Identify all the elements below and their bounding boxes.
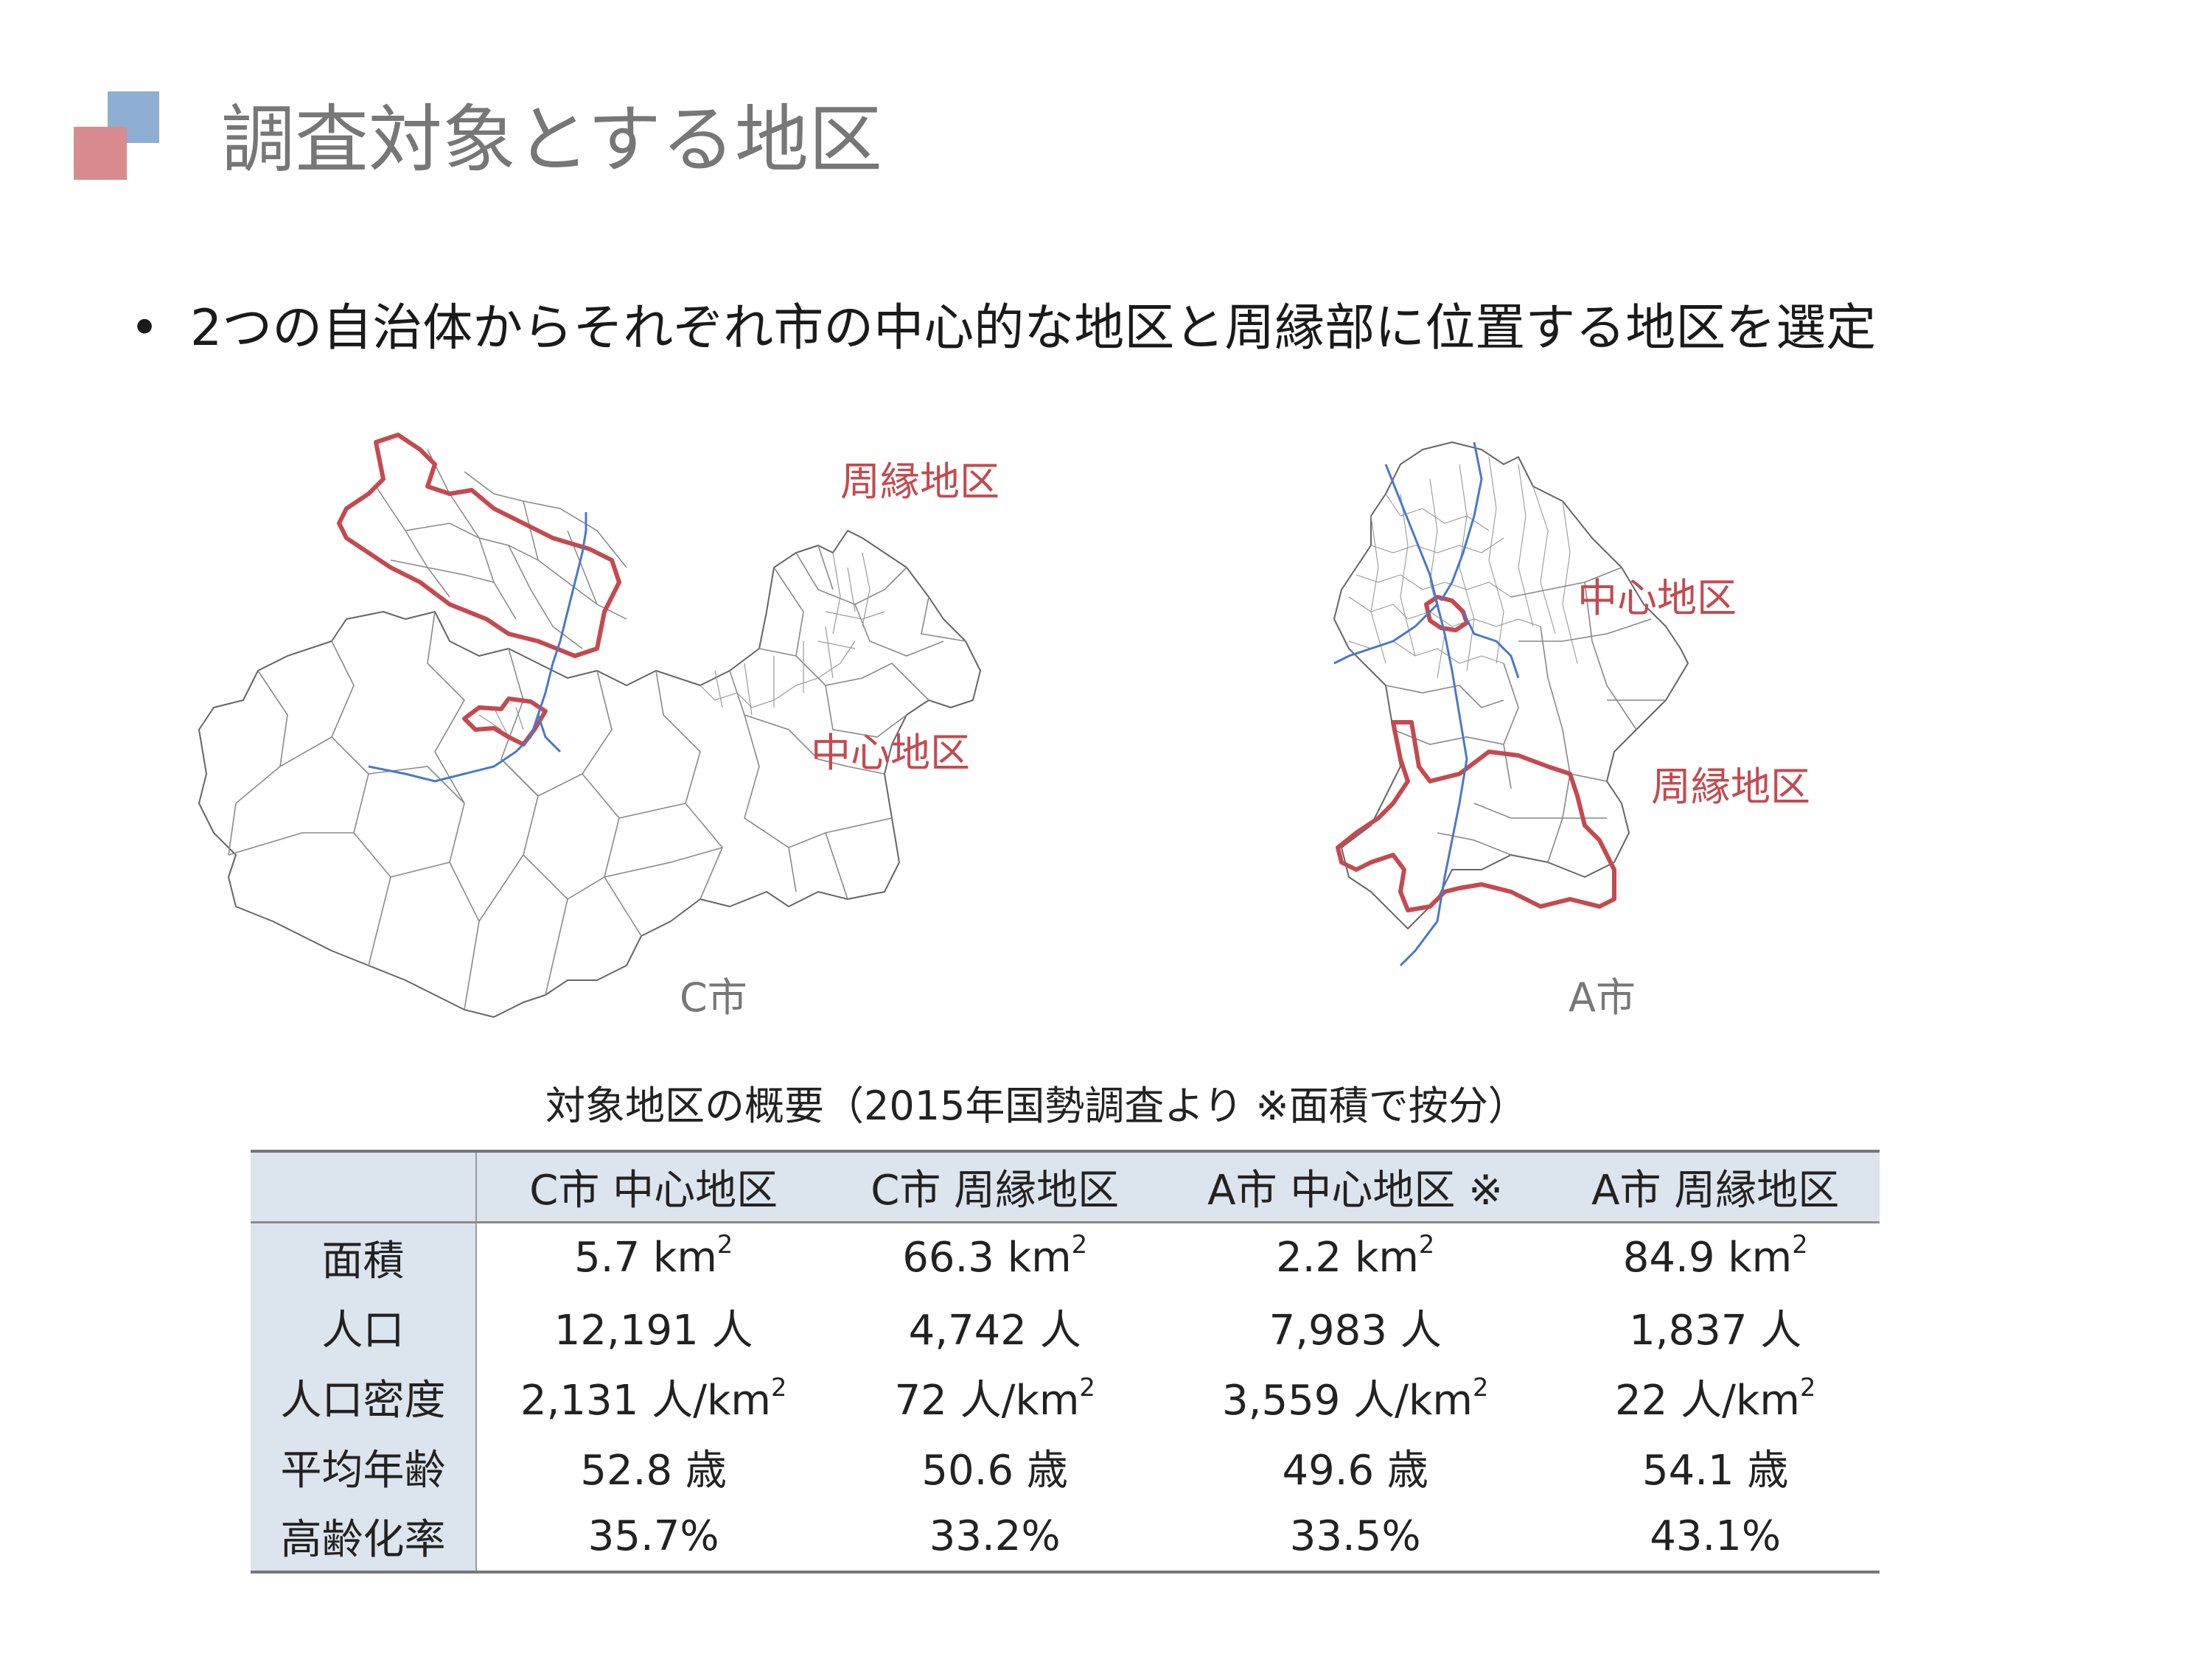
summary-table: C市 中心地区 C市 周縁地区 A市 中心地区 ※ A市 周縁地区 面積 5.7… xyxy=(251,1150,1880,1574)
table-cell: 33.5% xyxy=(1159,1502,1552,1574)
table-row: 面積 5.7 km2 66.3 km2 2.2 km2 84.9 km2 xyxy=(251,1222,1880,1292)
table-row: 人口密度 2,131 人/km2 72 人/km2 3,559 人/km2 22… xyxy=(251,1362,1880,1432)
table-cell: 52.8 歳 xyxy=(580,1447,727,1495)
table-header-row: C市 中心地区 C市 周縁地区 A市 中心地区 ※ A市 周縁地区 xyxy=(251,1150,1880,1223)
c-city-dense-lines xyxy=(699,552,885,716)
column-header: A市 周縁地区 xyxy=(1551,1150,1880,1223)
table-cell: 33.2% xyxy=(830,1502,1159,1574)
c-city-district-lines xyxy=(228,545,966,1010)
table-caption: 対象地区の概要（2015年国勢調査より ※面積で按分） xyxy=(545,1083,1528,1129)
table-row: 人口 12,191 人 4,742 人 7,983 人 1,837 人 xyxy=(251,1292,1880,1362)
table-cell: 22 人/km2 xyxy=(1615,1372,1816,1425)
table-cell: 43.1% xyxy=(1551,1502,1880,1574)
row-header: 高齢化率 xyxy=(251,1502,477,1574)
page-title: 調査対象とする地区 xyxy=(221,97,882,183)
table-row: 高齢化率 35.7% 33.2% 33.5% 43.1% xyxy=(251,1502,1880,1574)
a-peripheral-outline xyxy=(1336,720,1616,912)
c-peripheral-outline xyxy=(337,433,621,658)
table-cell: 2,131 人/km2 xyxy=(520,1372,787,1425)
column-header: C市 中心地区 xyxy=(476,1150,831,1223)
a-city-river xyxy=(1333,441,1520,967)
a-central-label: 中心地区 xyxy=(1577,575,1737,621)
bullet-point: • 2つの自治体からそれぞれ市の中心的な地区と周縁部に位置する地区を選定 xyxy=(130,292,1876,366)
c-city-map-svg xyxy=(198,433,981,1018)
a-peripheral-label: 周縁地区 xyxy=(1651,764,1810,810)
row-header: 人口 xyxy=(251,1292,477,1362)
table-cell: 4,742 人 xyxy=(908,1307,1081,1355)
table-cell: 35.7% xyxy=(476,1502,831,1574)
c-central-label: 中心地区 xyxy=(811,730,970,776)
c-city-name: C市 xyxy=(680,974,747,1021)
a-city-map: 中心地区 周縁地区 A市 xyxy=(1327,420,1887,1039)
table-cell: 3,559 人/km2 xyxy=(1222,1372,1489,1425)
c-city-outline xyxy=(198,530,981,1018)
table-cell: 7,983 人 xyxy=(1269,1307,1442,1355)
table-cell: 2.2 km2 xyxy=(1276,1229,1435,1282)
table-cell: 72 人/km2 xyxy=(894,1372,1095,1425)
row-header: 面積 xyxy=(251,1222,477,1292)
table-corner-cell xyxy=(251,1150,477,1223)
bullet-dot-icon: • xyxy=(130,299,160,357)
table-cell: 12,191 人 xyxy=(554,1307,753,1355)
c-city-river-branch xyxy=(537,714,562,753)
table-cell: 1,837 人 xyxy=(1629,1307,1802,1355)
c-peripheral-inner-lines xyxy=(375,449,627,649)
row-header: 平均年齢 xyxy=(251,1432,477,1502)
bullet-text: 2つの自治体からそれぞれ市の中心的な地区と周縁部に位置する地区を選定 xyxy=(190,299,1877,357)
table-cell: 50.6 歳 xyxy=(921,1447,1068,1495)
column-header: C市 周縁地区 xyxy=(830,1150,1159,1223)
table-cell: 84.9 km2 xyxy=(1622,1229,1808,1282)
c-peripheral-label: 周縁地区 xyxy=(840,458,999,505)
table-cell: 54.1 歳 xyxy=(1641,1447,1789,1495)
logo-square-red xyxy=(74,127,127,180)
column-header: A市 中心地区 ※ xyxy=(1159,1150,1552,1223)
a-city-map-svg xyxy=(1333,441,1689,967)
c-central-inner-lines xyxy=(478,707,524,738)
table-cell: 5.7 km2 xyxy=(574,1229,733,1282)
a-city-name: A市 xyxy=(1569,974,1636,1021)
row-header: 人口密度 xyxy=(251,1362,477,1432)
table-cell: 66.3 km2 xyxy=(902,1229,1088,1282)
table-cell: 49.6 歳 xyxy=(1282,1447,1428,1495)
c-city-river xyxy=(368,512,587,783)
c-city-map: 周縁地区 中心地区 C市 xyxy=(184,420,1216,1039)
table-row: 平均年齢 52.8 歳 50.6 歳 49.6 歳 54.1 歳 xyxy=(251,1432,1880,1502)
